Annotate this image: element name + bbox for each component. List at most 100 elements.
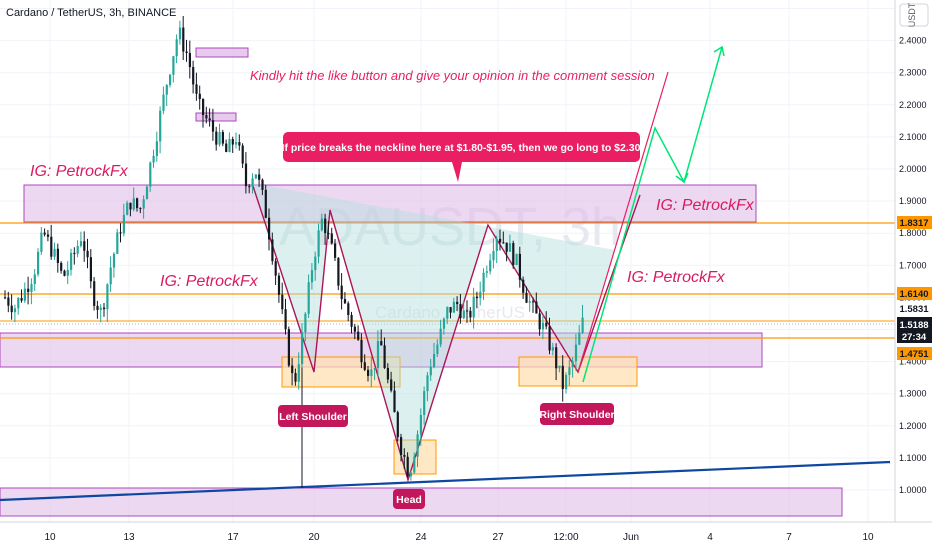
top-zone[interactable] <box>195 47 249 58</box>
candle-bear <box>327 233 330 235</box>
candle-bear <box>4 297 7 299</box>
candle-bull <box>106 284 109 310</box>
candle-bear <box>261 179 264 190</box>
candle-bear <box>502 242 505 244</box>
y-tick-label: 2.4000 <box>899 36 927 46</box>
candle-bear <box>548 326 551 351</box>
candle-bull <box>442 318 446 329</box>
candle-bear <box>93 281 96 306</box>
countdown-text: 27:34 <box>902 332 927 343</box>
candle-bull <box>419 415 422 435</box>
y-tick-label: 2.0000 <box>899 164 927 174</box>
trend-line[interactable] <box>0 460 891 502</box>
candle-bear <box>43 232 46 235</box>
candle-bull <box>155 141 158 156</box>
candle-bear <box>284 309 287 330</box>
last-price-text: 1.5188 <box>899 320 928 331</box>
candle-bear <box>469 310 472 318</box>
candle-bear <box>185 51 188 54</box>
candle-bear <box>20 298 23 301</box>
candle-bull <box>515 253 518 265</box>
ig-label-2: IG: PetrockFx <box>656 197 755 214</box>
candle-bear <box>350 314 353 327</box>
candle-bull <box>489 260 492 272</box>
time-axis[interactable] <box>0 522 895 550</box>
y-tick-label: 1.1000 <box>899 453 927 463</box>
candle-bull <box>228 139 231 152</box>
candle-bull <box>568 367 571 375</box>
x-tick-label: 10 <box>862 532 874 543</box>
candle-bear <box>347 303 350 315</box>
candle-bull <box>317 230 320 257</box>
candle-bear <box>241 145 244 164</box>
x-tick-label: 24 <box>415 532 427 543</box>
candle-bear <box>205 115 208 119</box>
right-shoulder-label-bg <box>540 403 614 425</box>
candle-bull <box>145 186 149 200</box>
x-tick-label: 10 <box>44 532 56 543</box>
candle-bear <box>136 198 139 209</box>
candle-bull <box>439 328 442 345</box>
candle-bear <box>221 132 224 144</box>
candle-bull <box>13 308 17 313</box>
top-zone-2[interactable] <box>195 112 237 122</box>
candle-bull <box>175 39 178 57</box>
candle-bear <box>459 304 462 319</box>
candle-bull <box>254 174 257 179</box>
candles <box>4 16 584 481</box>
candle-bull <box>433 354 436 367</box>
candle-bear <box>86 250 89 258</box>
left-shoulder-label: Left Shoulder <box>279 411 347 423</box>
price-axis[interactable] <box>895 0 932 550</box>
candle-bull <box>310 270 314 283</box>
callout-pointer <box>452 162 462 182</box>
candle-bull <box>495 238 498 252</box>
candle-bear <box>208 118 211 121</box>
candle-bear <box>225 143 228 152</box>
candle-bull <box>109 267 112 285</box>
candle-bull <box>423 391 426 416</box>
candle-bear <box>268 217 271 240</box>
candle-bull <box>370 369 373 376</box>
candle-bull <box>452 301 455 313</box>
candle-bear <box>192 67 195 85</box>
candle-bull <box>314 256 317 271</box>
candle-bear <box>456 301 459 305</box>
candle-bear <box>353 326 356 332</box>
candle-bear <box>357 331 360 340</box>
candle-bull <box>446 307 449 319</box>
x-tick-label: 12:00 <box>553 532 578 543</box>
last-price-badge <box>897 317 932 343</box>
candle-bull <box>409 472 413 477</box>
y-tick-label: 1.4000 <box>899 357 927 367</box>
candle-bear <box>396 412 399 438</box>
candle-bear <box>277 275 281 295</box>
candle-bear <box>291 365 294 374</box>
candle-bull <box>33 274 36 284</box>
price-badge-2 <box>897 287 932 300</box>
candle-bull <box>132 198 135 210</box>
candle-bull <box>149 162 152 187</box>
candle-bear <box>505 242 508 252</box>
callout-box[interactable] <box>283 132 640 162</box>
candle-bear <box>287 329 290 366</box>
candle-bear <box>264 189 267 218</box>
candle-bull <box>571 361 574 368</box>
candle-bull <box>413 456 416 473</box>
candle-bull <box>178 27 182 40</box>
currency-box[interactable] <box>899 3 929 27</box>
candle-bear <box>324 218 327 234</box>
candle-bear <box>56 248 59 263</box>
candle-bear <box>406 456 409 477</box>
ig-label-4: IG: PetrockFx <box>627 269 726 286</box>
candle-bear <box>390 379 393 391</box>
x-tick-label: 27 <box>492 532 504 543</box>
candle-bull <box>126 202 129 215</box>
time-axis-ticks: 10 13 17 20 24 27 12:00 Jun 4 7 10 <box>44 532 874 543</box>
candle-bear <box>215 131 218 145</box>
candle-bull <box>218 132 221 145</box>
x-tick-label: 17 <box>227 532 239 543</box>
candle-bull <box>485 271 488 273</box>
candle-bear <box>386 368 389 380</box>
